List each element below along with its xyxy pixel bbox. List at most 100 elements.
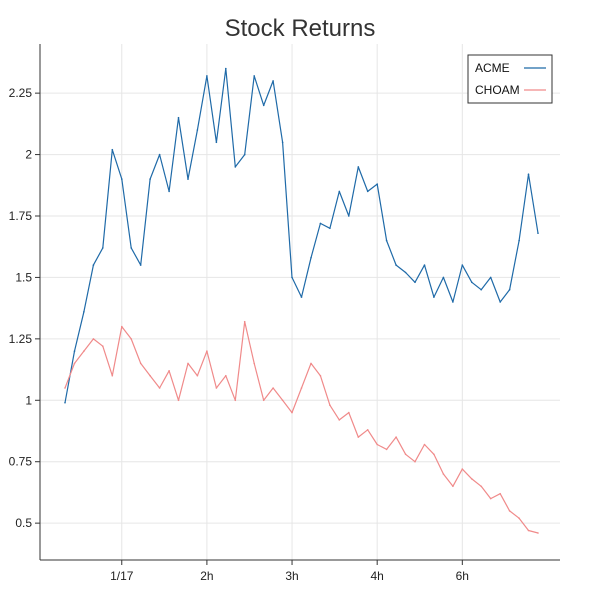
- y-tick-label: 1: [25, 393, 32, 407]
- data-point-acme: [281, 141, 284, 144]
- data-point-choam: [177, 399, 180, 402]
- data-point-acme: [272, 80, 274, 82]
- data-point-acme: [225, 67, 227, 70]
- data-point-choam: [83, 350, 85, 352]
- data-point-choam: [234, 399, 237, 402]
- data-point-acme: [73, 350, 76, 352]
- legend: ACME CHOAM: [467, 54, 553, 104]
- data-point-choam: [508, 510, 511, 512]
- data-point-choam: [215, 387, 218, 389]
- data-point-choam: [433, 453, 435, 456]
- data-point-acme: [404, 271, 407, 274]
- data-point-choam: [404, 453, 407, 456]
- data-point-choam: [187, 362, 189, 365]
- data-point-acme: [300, 296, 303, 298]
- y-tick-label: 1.25: [9, 332, 33, 346]
- data-point-choam: [291, 411, 293, 414]
- data-point-acme: [508, 288, 511, 291]
- data-point-choam: [139, 362, 142, 365]
- data-point-choam: [225, 374, 227, 377]
- legend-label-acme: ACME: [475, 61, 510, 75]
- x-tick-label: 3h: [285, 569, 298, 583]
- data-point-acme: [537, 232, 539, 234]
- data-point-choam: [537, 532, 539, 534]
- data-point-choam: [452, 485, 454, 488]
- data-point-acme: [121, 178, 123, 180]
- data-point-choam: [348, 411, 350, 414]
- data-point-acme: [357, 166, 360, 168]
- data-point-acme: [177, 116, 180, 119]
- data-point-choam: [158, 387, 161, 389]
- x-tick-label: 6h: [456, 569, 469, 583]
- data-point-choam: [262, 399, 265, 402]
- data-point-choam: [130, 338, 132, 340]
- data-point-acme: [83, 311, 85, 313]
- data-point-choam: [338, 419, 341, 421]
- data-point-choam: [253, 362, 255, 365]
- data-point-acme: [319, 222, 322, 225]
- plot-area: 0.5 0.75 1 1.25 1.5 1.75 2 2.25 1/17 2h 3h 4h 6h: [9, 44, 560, 583]
- data-point-choam: [499, 492, 502, 495]
- data-point-choam: [385, 448, 388, 451]
- y-tick-label: 0.75: [9, 455, 33, 469]
- data-point-acme: [139, 264, 142, 266]
- data-point-acme: [215, 141, 218, 144]
- chart-title: Stock Returns: [225, 15, 376, 42]
- data-point-choam: [168, 370, 170, 372]
- data-point-choam: [206, 350, 208, 352]
- data-point-choam: [442, 473, 445, 475]
- data-point-acme: [310, 257, 312, 259]
- data-point-choam: [73, 362, 76, 365]
- data-point-choam: [319, 374, 322, 377]
- data-point-choam: [357, 436, 360, 438]
- x-tick-label: 1/17: [110, 569, 134, 583]
- data-point-choam: [489, 497, 492, 500]
- legend-box: [467, 54, 553, 104]
- data-point-acme: [149, 178, 151, 180]
- data-point-acme: [206, 75, 208, 77]
- data-point-acme: [329, 227, 331, 230]
- data-point-acme: [489, 276, 492, 279]
- data-point-choam: [518, 517, 520, 519]
- data-point-acme: [102, 247, 104, 249]
- data-point-acme: [480, 288, 483, 291]
- data-point-choam: [310, 362, 312, 365]
- data-point-acme: [158, 153, 161, 156]
- data-point-acme: [499, 301, 502, 303]
- data-point-choam: [300, 387, 303, 389]
- data-point-choam: [461, 468, 464, 470]
- data-point-acme: [92, 264, 95, 266]
- y-tick-label: 1.5: [15, 270, 32, 284]
- data-point-acme: [423, 264, 426, 266]
- x-tick-label: 4h: [371, 569, 384, 583]
- legend-label-choam: CHOAM: [475, 83, 520, 97]
- data-point-acme: [187, 178, 189, 180]
- y-tick-label: 1.75: [9, 209, 33, 223]
- data-point-acme: [471, 281, 473, 284]
- data-point-acme: [243, 153, 246, 156]
- data-point-acme: [196, 129, 199, 131]
- y-tick-label: 0.5: [15, 516, 32, 530]
- data-point-acme: [366, 190, 369, 193]
- data-point-acme: [291, 276, 293, 279]
- data-point-choam: [149, 374, 151, 377]
- data-point-acme: [376, 183, 379, 185]
- data-point-choam: [121, 325, 123, 328]
- data-point-acme: [111, 148, 114, 151]
- data-point-acme: [442, 276, 445, 279]
- data-point-acme: [527, 173, 530, 175]
- data-point-choam: [471, 478, 473, 480]
- data-point-acme: [338, 190, 341, 193]
- data-point-choam: [395, 436, 397, 438]
- data-point-choam: [423, 443, 426, 446]
- data-point-choam: [272, 387, 274, 389]
- data-point-choam: [527, 529, 530, 532]
- data-point-choam: [64, 387, 66, 389]
- data-point-choam: [111, 374, 114, 377]
- y-tick-label: 2.25: [9, 86, 33, 100]
- data-point-acme: [168, 190, 170, 193]
- data-point-acme: [414, 281, 416, 284]
- data-point-acme: [452, 301, 454, 303]
- data-point-choam: [281, 399, 284, 402]
